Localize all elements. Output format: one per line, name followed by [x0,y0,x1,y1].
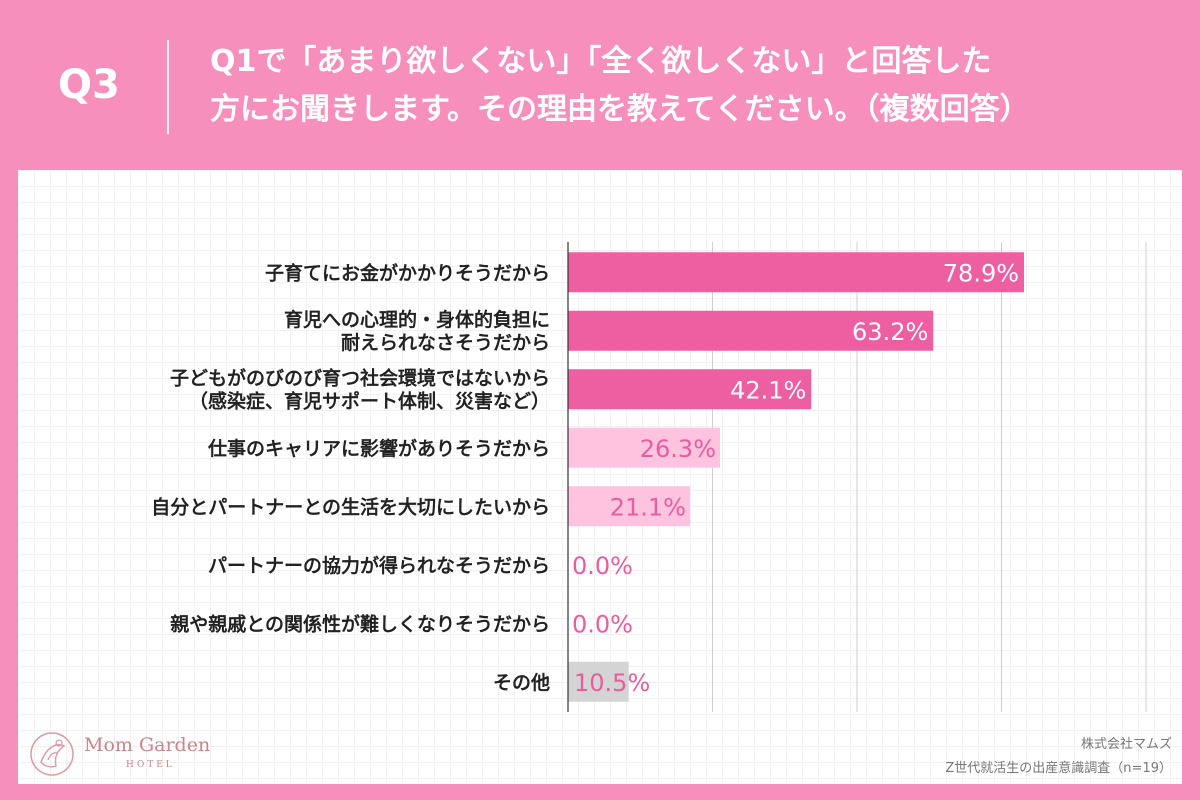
bar-2 [568,369,812,410]
bar-3 [568,427,721,468]
bar-0 [568,252,1025,293]
bar-value-label-3: 26.3% [640,435,716,463]
header-divider [167,40,169,134]
category-label-2-1: （感染症、育児サポート体制、災害など） [189,389,550,412]
category-label-4-0: 自分とパートナーとの生活を大切にしたいから [151,495,550,518]
bar-value-label-2: 42.1% [730,376,806,404]
credit-survey: Z世代就活生の出産意識調査（n=19） [945,761,1172,776]
credit: 株式会社マムズ Z世代就活生の出産意識調査（n=19） [945,733,1172,781]
bar-value-label-4: 21.1% [610,493,686,521]
question-text: Q1で「あまり欲しくない」「全く欲しくない」と回答した 方にお聞きします。その理… [210,38,1170,134]
logo-name: Mom Garden [84,734,211,756]
category-label-0-0: 子育てにお金がかかりそうだから [265,261,550,284]
category-label-1-0: 育児への心理的・身体的負担に [284,308,550,331]
header: Q3 Q1で「あまり欲しくない」「全く欲しくない」と回答した 方にお聞きします。… [0,0,1200,170]
category-label-7-0: その他 [493,671,550,694]
bar-7 [568,661,629,702]
bar-value-label-0: 78.9% [943,259,1019,287]
bar-value-label-1: 63.2% [852,318,928,346]
question-line-2: 方にお聞きします。その理由を教えてください。（複数回答） [210,92,1030,127]
bar-value-label-5: 0.0% [572,552,633,580]
category-label-1-1: 耐えられなさそうだから [341,332,550,354]
bar-4 [568,486,690,527]
logo-subtitle: HOTEL [126,760,175,770]
question-number: Q3 [58,62,120,108]
credit-company: 株式会社マムズ [1080,737,1172,752]
bar-value-label-6: 0.0% [572,610,633,638]
category-label-5-0: パートナーの協力が得られなそうだから [208,554,550,577]
category-label-3-0: 仕事のキャリアに影響がありそうだから [207,437,550,460]
logo-emblem-icon [30,732,74,776]
category-label-2-0: 子どもがのびのび育つ社会環境ではないから [170,366,550,389]
mom-garden-logo: Mom Garden HOTEL [28,726,228,786]
bar-1 [568,310,934,351]
bar-value-label-7: 10.5% [574,669,650,697]
category-label-6-0: 親や親戚との関係性が難しくなりそうだから [170,612,550,635]
question-line-1: Q1で「あまり欲しくない」「全く欲しくない」と回答した [210,44,992,79]
